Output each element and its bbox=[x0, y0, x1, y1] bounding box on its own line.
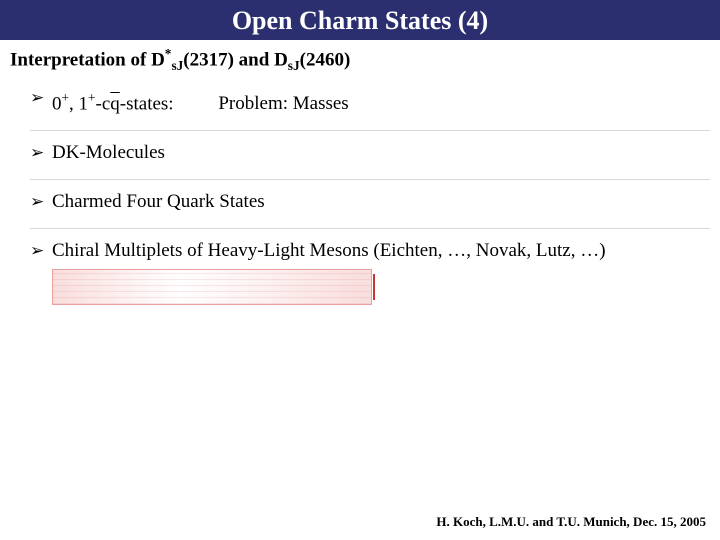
list-item: ➢ Charmed Four Quark States bbox=[30, 190, 710, 214]
slide: Open Charm States (4) Interpretation of … bbox=[0, 0, 720, 540]
b0-zero: 0 bbox=[52, 93, 62, 114]
subtitle: Interpretation of D*sJ(2317) and DsJ(246… bbox=[0, 40, 720, 86]
divider bbox=[30, 179, 710, 180]
bullet-list: ➢ 0+, 1+-cq-states: Problem: Masses ➢ DK… bbox=[0, 86, 720, 305]
b0-plus2: + bbox=[88, 90, 96, 105]
bullet-text-1: DK-Molecules bbox=[52, 141, 710, 165]
embedded-image-placeholder bbox=[52, 269, 372, 305]
b0-plus1: + bbox=[62, 90, 70, 105]
bullet-text-3: Chiral Multiplets of Heavy-Light Mesons … bbox=[52, 239, 710, 263]
bullet-icon: ➢ bbox=[30, 141, 52, 165]
b0-rest: -states: bbox=[120, 93, 174, 114]
title-bar: Open Charm States (4) bbox=[0, 0, 720, 40]
divider bbox=[30, 228, 710, 229]
subtitle-num1: (2317) and D bbox=[183, 49, 288, 70]
divider bbox=[30, 130, 710, 131]
subtitle-sj1: sJ bbox=[171, 58, 183, 73]
b0-qbar: q bbox=[110, 93, 120, 114]
bullet-text-2: Charmed Four Quark States bbox=[52, 190, 710, 214]
footer-text: H. Koch, L.M.U. and T.U. Munich, Dec. 15… bbox=[436, 514, 706, 530]
slide-title: Open Charm States (4) bbox=[232, 6, 488, 35]
bullet-icon: ➢ bbox=[30, 86, 52, 110]
subtitle-num2: (2460) bbox=[300, 49, 351, 70]
list-item: ➢ 0+, 1+-cq-states: Problem: Masses bbox=[30, 86, 710, 116]
bullet-text-0: 0+, 1+-cq-states: Problem: Masses bbox=[52, 86, 710, 116]
b0-problem: Problem: Masses bbox=[218, 92, 348, 116]
subtitle-sj2: sJ bbox=[288, 58, 300, 73]
subtitle-prefix: Interpretation of D bbox=[10, 49, 165, 70]
b0-comma: , 1 bbox=[69, 93, 88, 114]
bullet-icon: ➢ bbox=[30, 239, 52, 263]
list-item: ➢ DK-Molecules bbox=[30, 141, 710, 165]
bullet-icon: ➢ bbox=[30, 190, 52, 214]
list-item: ➢ Chiral Multiplets of Heavy-Light Meson… bbox=[30, 239, 710, 263]
b0-dash: -c bbox=[96, 93, 111, 114]
